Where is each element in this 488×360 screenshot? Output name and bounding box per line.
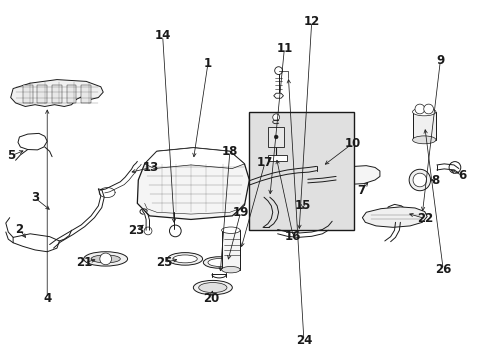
Polygon shape: [38, 85, 47, 103]
Text: 21: 21: [77, 256, 93, 269]
Circle shape: [414, 104, 424, 114]
Ellipse shape: [221, 227, 240, 233]
Polygon shape: [23, 85, 33, 103]
Circle shape: [412, 173, 426, 187]
Text: 9: 9: [435, 54, 444, 67]
Bar: [267, 155, 287, 161]
Text: 8: 8: [430, 174, 439, 186]
Text: 19: 19: [232, 206, 248, 219]
Text: 5: 5: [7, 149, 16, 162]
Text: 3: 3: [31, 192, 39, 204]
Bar: [249, 112, 353, 230]
Text: 12: 12: [303, 15, 319, 28]
Polygon shape: [386, 204, 406, 222]
Polygon shape: [144, 148, 244, 168]
Text: 25: 25: [156, 256, 172, 269]
Circle shape: [312, 164, 322, 174]
Text: 24: 24: [295, 334, 311, 347]
Ellipse shape: [167, 253, 202, 265]
Bar: [267, 127, 284, 147]
Polygon shape: [362, 207, 427, 227]
Text: 6: 6: [458, 169, 466, 182]
Circle shape: [272, 114, 279, 121]
Circle shape: [423, 104, 433, 114]
Polygon shape: [335, 166, 379, 184]
Text: 7: 7: [357, 184, 365, 197]
Text: 2: 2: [15, 223, 23, 236]
Ellipse shape: [193, 280, 232, 295]
Circle shape: [100, 253, 111, 265]
Ellipse shape: [203, 257, 235, 268]
Ellipse shape: [91, 255, 120, 263]
Ellipse shape: [173, 255, 197, 263]
Text: 22: 22: [417, 212, 433, 225]
Bar: [221, 230, 240, 270]
Text: 26: 26: [434, 263, 450, 276]
Ellipse shape: [412, 108, 435, 116]
Ellipse shape: [412, 136, 435, 144]
Polygon shape: [13, 234, 59, 252]
Polygon shape: [66, 85, 76, 103]
Text: 1: 1: [203, 57, 212, 70]
Ellipse shape: [198, 283, 226, 293]
Text: 11: 11: [276, 41, 292, 54]
Polygon shape: [273, 93, 283, 98]
Text: 13: 13: [142, 161, 159, 174]
Circle shape: [408, 169, 430, 191]
Circle shape: [274, 135, 278, 139]
Circle shape: [274, 67, 282, 75]
Text: 10: 10: [344, 137, 360, 150]
Circle shape: [169, 225, 181, 237]
Polygon shape: [18, 134, 47, 150]
Text: 17: 17: [256, 156, 272, 169]
Text: 4: 4: [43, 292, 51, 305]
Polygon shape: [11, 80, 103, 107]
Text: 16: 16: [285, 230, 301, 243]
Ellipse shape: [207, 258, 230, 266]
Text: 23: 23: [128, 224, 144, 237]
Ellipse shape: [83, 252, 127, 266]
Polygon shape: [52, 85, 61, 103]
Text: 20: 20: [203, 292, 219, 305]
Polygon shape: [137, 148, 249, 220]
Polygon shape: [81, 85, 91, 103]
Ellipse shape: [221, 266, 240, 273]
Circle shape: [448, 162, 460, 173]
Text: 18: 18: [221, 145, 238, 158]
Text: 15: 15: [294, 199, 310, 212]
Bar: [412, 112, 435, 140]
Text: 14: 14: [154, 29, 170, 42]
